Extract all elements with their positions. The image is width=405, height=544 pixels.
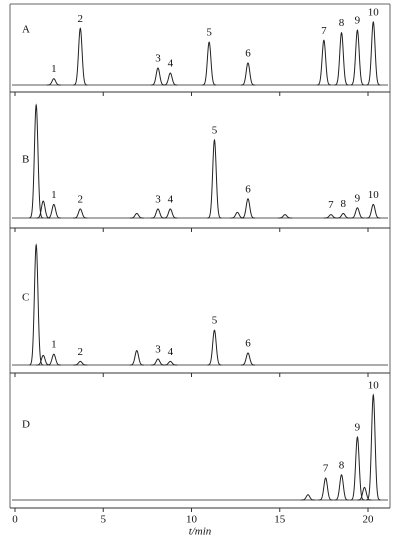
peak-label: 9 [355,192,361,204]
peak-label: 2 [78,193,84,205]
panel-label: B [22,154,29,166]
peak [350,207,365,219]
peak-label: 5 [206,27,212,39]
peak [357,486,372,501]
panel-label: C [22,292,29,304]
peak [202,41,217,86]
peak-label: 10 [368,7,380,19]
peak [150,208,166,219]
peak-label: 4 [168,346,174,358]
peak [350,436,365,501]
peak [36,354,51,366]
peak [129,212,144,219]
peak [163,72,178,86]
peak-label: 5 [212,315,218,327]
peak-label: 1 [51,63,57,75]
peak [240,198,256,219]
peak-label: 8 [339,459,345,471]
peak-label: 1 [51,339,57,351]
peak [336,212,351,219]
peak [150,358,166,366]
peak-label: 6 [245,183,251,195]
peak [29,103,44,219]
peak-label: 4 [168,193,174,205]
x-tick-label: 10 [186,514,198,526]
peak-label: 5 [212,125,218,137]
x-tick-label: 15 [274,514,286,526]
peak [316,39,331,86]
peak [207,138,222,219]
peak [300,494,316,501]
peak-label: 3 [155,193,161,205]
peak [318,477,333,501]
peak [323,214,338,219]
peak [150,67,166,86]
panel-label: D [22,419,30,431]
peak [73,208,88,219]
peak-label: 6 [245,338,251,350]
peak-label: 9 [355,15,361,27]
x-tick-label: 5 [101,514,107,526]
peak-label: 7 [323,462,329,474]
peak [350,29,365,86]
peak-label: 2 [78,13,84,25]
peak-label: 8 [341,198,347,210]
peak [163,208,178,219]
peak [230,211,245,219]
peak-label: 1 [51,189,57,201]
peak [334,31,349,86]
peak [240,62,256,86]
peak [366,20,381,86]
x-tick-label: 0 [12,514,18,526]
peak [46,203,61,219]
x-axis-label: t/min [189,526,212,538]
x-tick-label: 20 [363,514,375,526]
peak [36,200,51,219]
peak-label: 6 [245,47,251,59]
peak [366,203,381,219]
peak [366,393,381,501]
peak-label: 3 [155,344,161,356]
peak [207,329,222,366]
peak [129,350,144,366]
peak [334,474,349,501]
peak-label: 9 [355,422,361,434]
peak [73,360,88,366]
peak-label: 10 [368,189,380,201]
peak [163,360,178,366]
peak [277,214,293,219]
peak-label: 7 [321,25,327,37]
peak [29,243,44,366]
panel-label: A [22,24,30,36]
peak-label: 3 [155,53,161,65]
peak [73,27,88,86]
peak-label: 2 [78,346,84,358]
peak-label: 4 [168,58,174,70]
peak-label: 8 [339,17,345,29]
peak-label: 10 [368,380,380,392]
peak-label: 7 [328,199,334,211]
peak [240,352,256,366]
peak [46,78,61,86]
peak [46,353,61,366]
